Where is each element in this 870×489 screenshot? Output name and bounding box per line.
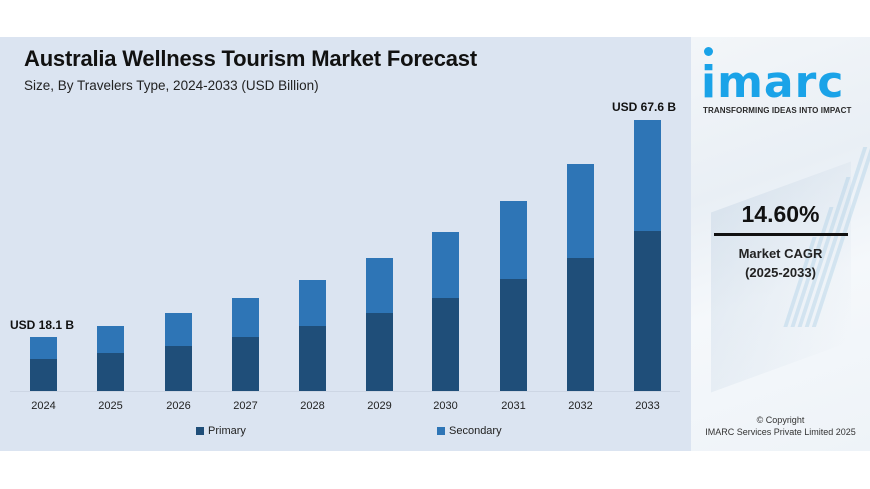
logo-tagline: TRANSFORMING IDEAS INTO IMPACT: [703, 106, 852, 115]
bar-2029: [366, 258, 393, 391]
x-tick-label: 2030: [433, 400, 458, 412]
x-tick-label: 2024: [31, 400, 56, 412]
bar-segment-primary: [500, 279, 527, 391]
cagr-label: Market CAGR (2025-2033): [691, 244, 870, 282]
cagr-period: (2025-2033): [745, 265, 816, 280]
x-tick-label: 2033: [635, 400, 660, 412]
bar-2031: [500, 201, 527, 391]
x-tick-label: 2027: [233, 400, 258, 412]
copyright: © Copyright IMARC Services Private Limit…: [691, 414, 870, 438]
bar-segment-primary: [366, 313, 393, 391]
bar-segment-secondary: [30, 337, 57, 359]
legend-swatch-secondary: [437, 427, 445, 435]
bar-2026: [165, 313, 192, 391]
bar-2032: [567, 164, 594, 391]
copyright-line1: © Copyright: [756, 415, 805, 425]
x-axis-line: [10, 391, 680, 392]
bar-2028: [299, 280, 326, 391]
legend-item-primary: Primary: [196, 425, 246, 437]
bar-2024: [30, 337, 57, 391]
bar-segment-primary: [567, 258, 594, 391]
cagr-divider: [714, 233, 848, 236]
annotation-2033: USD 67.6 B: [612, 100, 677, 114]
bar-segment-primary: [634, 231, 661, 391]
logo-dot-icon: [704, 47, 713, 56]
bar-segment-primary: [165, 346, 192, 391]
bar-2027: [232, 298, 259, 391]
x-tick-label: 2025: [98, 400, 123, 412]
legend-label-secondary: Secondary: [449, 425, 502, 437]
bar-segment-secondary: [165, 313, 192, 346]
cagr-label-text: Market CAGR: [738, 246, 823, 261]
annotation-2024: USD 18.1 B: [10, 318, 75, 332]
copyright-line2: IMARC Services Private Limited 2025: [705, 427, 856, 437]
bar-segment-secondary: [97, 326, 124, 353]
imarc-logo: imarc: [701, 57, 845, 108]
bar-segment-primary: [30, 359, 57, 391]
legend-item-secondary: Secondary: [437, 425, 502, 437]
bar-2033: [634, 120, 661, 391]
bar-segment-primary: [432, 298, 459, 391]
bar-segment-primary: [299, 326, 326, 391]
cagr-value: 14.60%: [741, 201, 820, 227]
sidebar-panel: imarc TRANSFORMING IDEAS INTO IMPACT 14.…: [691, 37, 870, 451]
legend-swatch-primary: [196, 427, 204, 435]
x-tick-label: 2026: [166, 400, 191, 412]
chart-subtitle: Size, By Travelers Type, 2024-2033 (USD …: [24, 78, 319, 93]
bar-segment-secondary: [232, 298, 259, 337]
chart-title: Australia Wellness Tourism Market Foreca…: [24, 46, 477, 71]
bar-segment-secondary: [366, 258, 393, 313]
bar-segment-secondary: [634, 120, 661, 231]
bar-segment-secondary: [432, 232, 459, 298]
bar-segment-secondary: [567, 164, 594, 258]
bar-2030: [432, 232, 459, 391]
bar-segment-secondary: [299, 280, 326, 326]
legend-label-primary: Primary: [208, 425, 246, 437]
x-tick-label: 2032: [568, 400, 593, 412]
x-tick-label: 2028: [300, 400, 325, 412]
x-tick-label: 2031: [501, 400, 526, 412]
bar-segment-primary: [97, 353, 124, 391]
bar-2025: [97, 326, 124, 391]
bar-segment-secondary: [500, 201, 527, 279]
x-tick-label: 2029: [367, 400, 392, 412]
bar-segment-primary: [232, 337, 259, 391]
